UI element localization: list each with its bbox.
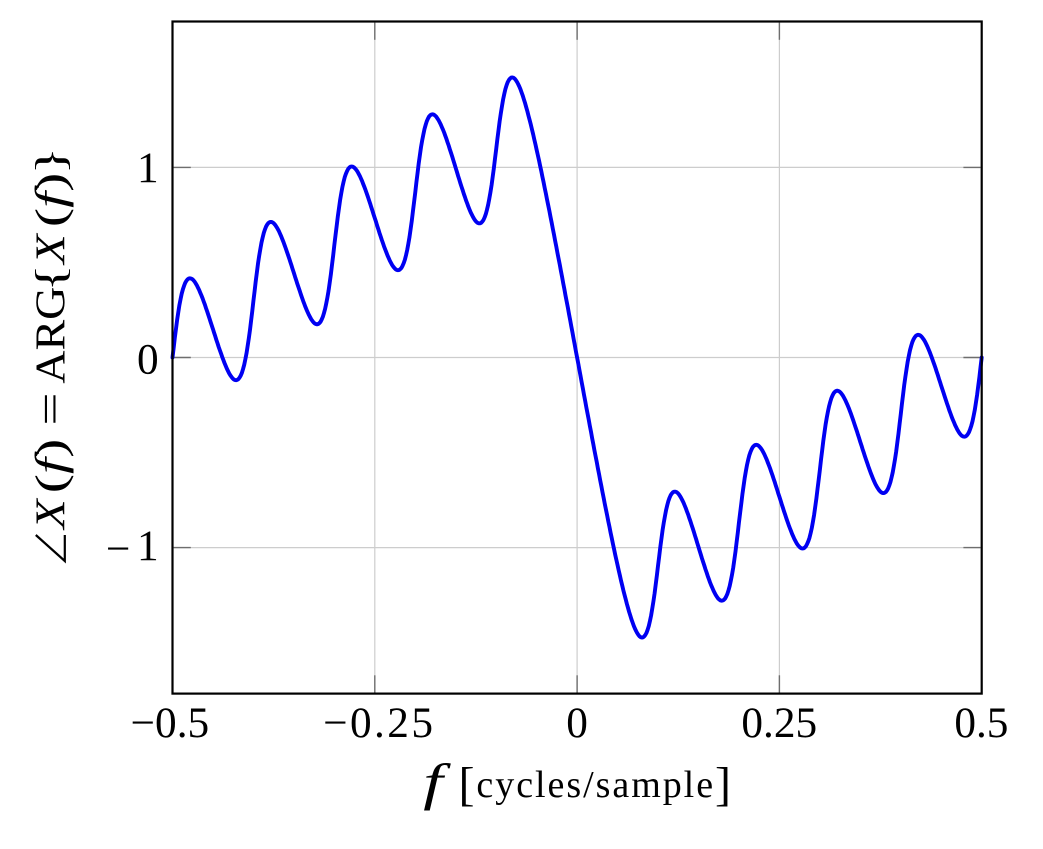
svg-text:X: X bbox=[27, 232, 73, 266]
svg-text:1: 1 bbox=[137, 144, 159, 192]
svg-text:0.5: 0.5 bbox=[954, 699, 1008, 747]
svg-text:0: 0 bbox=[566, 699, 588, 747]
svg-text:[cycles/sample]: [cycles/sample] bbox=[459, 758, 732, 811]
svg-text:0.25: 0.25 bbox=[741, 699, 817, 747]
svg-text:−0.25: −0.25 bbox=[323, 699, 435, 747]
svg-text:X: X bbox=[27, 497, 73, 531]
svg-text:−0.5: −0.5 bbox=[131, 699, 210, 747]
svg-text:ARG: ARG bbox=[27, 287, 74, 384]
svg-text:{: { bbox=[27, 264, 74, 291]
svg-text:=: = bbox=[28, 392, 75, 425]
svg-text:0: 0 bbox=[137, 335, 159, 383]
svg-text:(f): (f) bbox=[27, 439, 74, 493]
svg-text:1: 1 bbox=[137, 522, 159, 570]
svg-text:}: } bbox=[27, 147, 74, 174]
svg-text:(f): (f) bbox=[27, 173, 74, 227]
svg-text:−: − bbox=[106, 525, 130, 573]
